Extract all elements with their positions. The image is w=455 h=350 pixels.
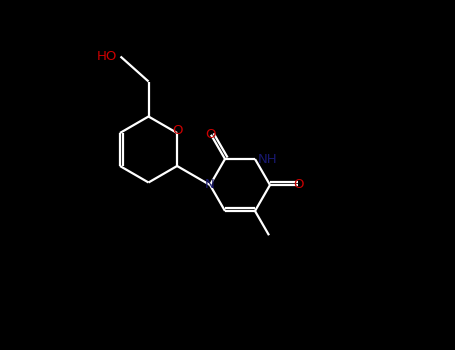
- Text: HO: HO: [97, 50, 117, 63]
- Text: N: N: [205, 178, 215, 191]
- Text: NH: NH: [258, 153, 278, 166]
- Text: O: O: [293, 178, 303, 191]
- Text: O: O: [172, 125, 182, 138]
- Text: O: O: [206, 128, 216, 141]
